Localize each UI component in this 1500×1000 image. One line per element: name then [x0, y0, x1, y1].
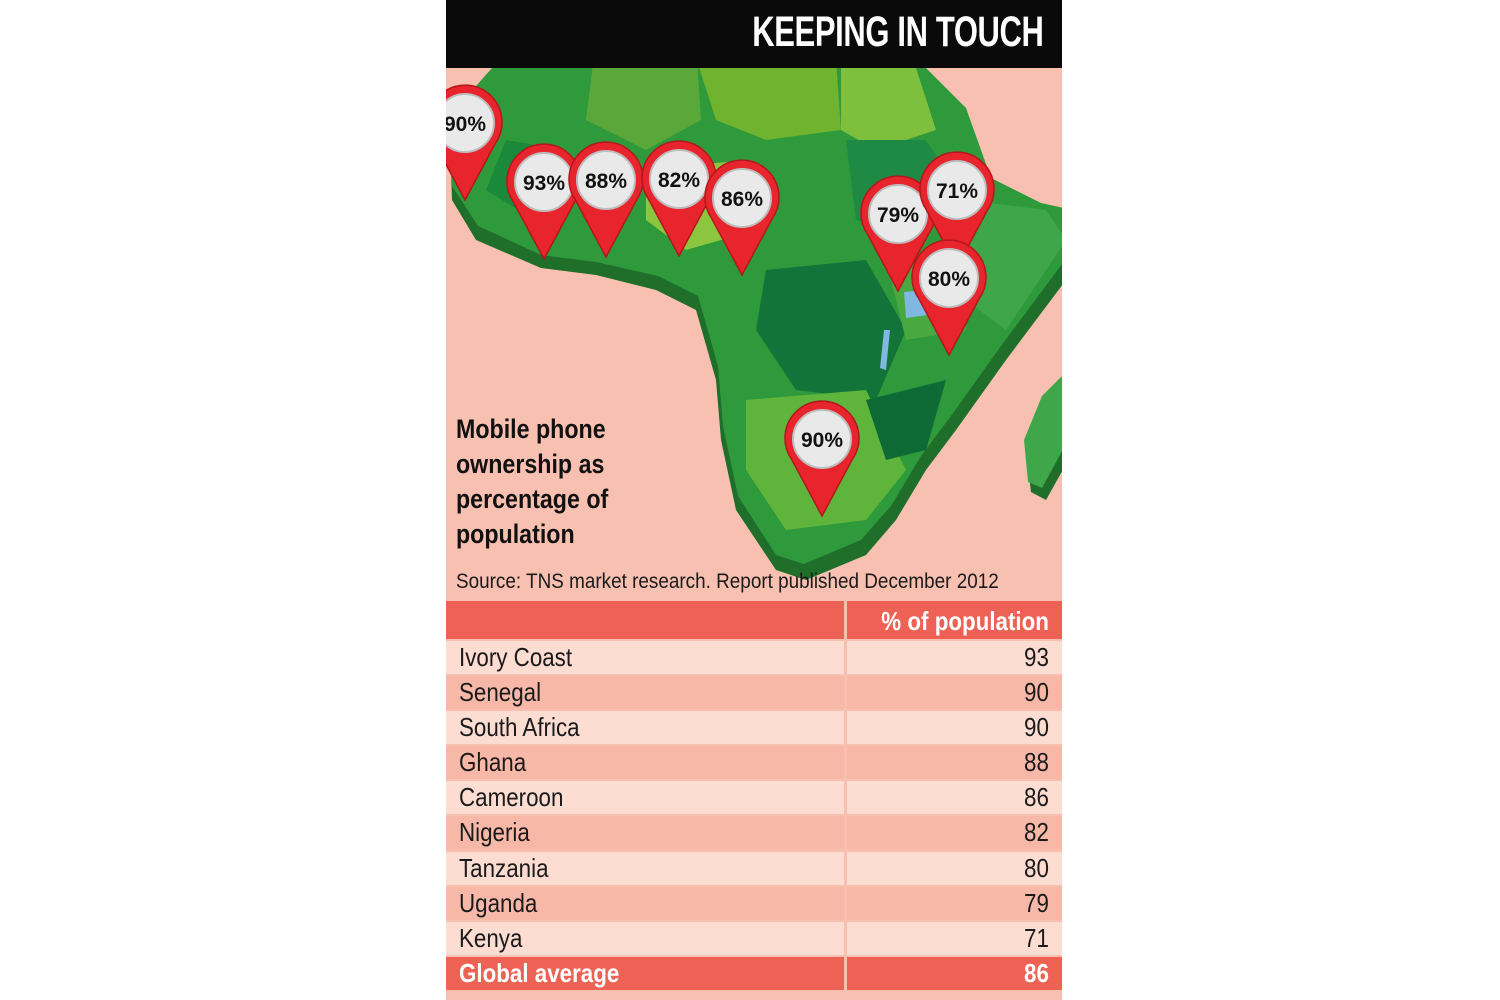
table-row: Uganda 79: [446, 886, 1062, 922]
population-percent: 90: [1024, 712, 1049, 743]
map-pin-marker: 71%: [919, 151, 995, 269]
country-cell: Ivory Coast: [446, 641, 844, 674]
map-pin-face: [446, 93, 495, 153]
table-row: Cameroon 86: [446, 781, 1062, 816]
table-body: Ivory Coast 93 Senegal 90 South Africa 90 Ghan…: [446, 641, 1062, 957]
country-cell: Tanzania: [446, 851, 844, 885]
map-pin-face: [792, 409, 852, 469]
table-row: Senegal 90: [446, 676, 1062, 711]
value-cell: 93: [847, 641, 1062, 674]
map-region: [866, 380, 946, 460]
map-pin-face: [576, 150, 636, 210]
country-name: Tanzania: [459, 852, 549, 883]
value-cell: 79: [847, 886, 1062, 920]
table-header-value: % of population: [847, 601, 1062, 639]
value-cell: 90: [847, 676, 1062, 710]
map-region: [696, 50, 841, 140]
country-cell: South Africa: [446, 711, 844, 745]
population-percent: 71: [1024, 922, 1049, 953]
source-note: Source: TNS market research. Report publ…: [456, 570, 999, 593]
page-title: KEEPING IN TOUCH: [752, 8, 1045, 56]
title-banner: KEEPING IN TOUCH: [446, 0, 1062, 68]
map-pin-marker: 90%: [446, 84, 503, 202]
value-cell: 71: [847, 921, 1062, 955]
data-table: % of population Ivory Coast 93 Senegal 90 So…: [446, 601, 1062, 992]
country-cell: Ghana: [446, 746, 844, 780]
country-name: Kenya: [459, 922, 523, 953]
map-pin-label: 71%: [936, 180, 978, 203]
population-percent: 90: [1024, 677, 1049, 708]
map-pin-marker: 86%: [704, 159, 780, 277]
map-pin-marker: 82%: [641, 140, 717, 258]
map-pin-label: 93%: [523, 172, 565, 195]
map-pin-label: 90%: [446, 113, 486, 136]
value-cell: 82: [847, 816, 1062, 850]
country-name: Uganda: [459, 887, 538, 918]
global-average-label: Global average: [459, 957, 620, 988]
population-percent: 82: [1024, 817, 1049, 848]
country-name: Ivory Coast: [459, 642, 573, 672]
global-average-value: 86: [1024, 957, 1049, 988]
table-row: Ivory Coast 93: [446, 641, 1062, 676]
table-row: Tanzania 80: [446, 851, 1062, 887]
madagascar: [1024, 376, 1062, 488]
map-pin-face: [868, 184, 928, 244]
country-cell: Nigeria: [446, 816, 844, 850]
map-pin-label: 90%: [801, 429, 843, 452]
table-footer-row: Global average 86: [446, 956, 1062, 992]
population-percent: 93: [1024, 642, 1049, 672]
map-pins: 90% 93% 88% 82% 86% 79% 71% 80% 90%: [446, 84, 995, 518]
map-pin-label: 82%: [658, 169, 700, 192]
map-pin-face: [927, 160, 987, 220]
map-pin-label: 79%: [877, 204, 919, 227]
column-header-label: % of population: [881, 606, 1049, 636]
population-percent: 86: [1024, 782, 1049, 813]
map-region: [841, 60, 936, 150]
table-row: South Africa 90: [446, 711, 1062, 746]
value-cell: 88: [847, 746, 1062, 780]
map-pin-marker: 80%: [911, 239, 987, 357]
map-pin-marker: 90%: [784, 400, 860, 518]
map-pin-face: [919, 248, 979, 308]
map-pin-label: 86%: [721, 188, 763, 211]
country-name: South Africa: [459, 712, 580, 743]
map-region: [966, 200, 1062, 330]
map-pin-marker: 79%: [860, 175, 936, 293]
global-average-value-cell: 86: [847, 956, 1062, 990]
population-percent: 80: [1024, 852, 1049, 883]
table-header-country: [446, 601, 844, 639]
map-pin-face: [712, 168, 772, 228]
global-average-label-cell: Global average: [446, 956, 844, 990]
country-name: Ghana: [459, 747, 527, 778]
country-cell: Kenya: [446, 921, 844, 955]
map-pin-marker: 93%: [506, 143, 582, 261]
country-cell: Uganda: [446, 886, 844, 920]
value-cell: 90: [847, 711, 1062, 745]
table-row: Ghana 88: [446, 746, 1062, 781]
table-header-row: % of population: [446, 601, 1062, 641]
lake: [880, 330, 890, 370]
value-cell: 86: [847, 781, 1062, 815]
country-cell: Cameroon: [446, 781, 844, 815]
population-percent: 79: [1024, 887, 1049, 918]
country-name: Cameroon: [459, 782, 564, 813]
table-row: Kenya 71: [446, 921, 1062, 957]
country-name: Nigeria: [459, 817, 530, 848]
infographic-panel: 90% 93% 88% 82% 86% 79% 71% 80% 90% KEEPING IN T…: [446, 0, 1062, 1000]
table-row: Nigeria 82: [446, 816, 1062, 851]
map-pin-label: 88%: [585, 170, 627, 193]
map-pin-face: [649, 149, 709, 209]
population-percent: 88: [1024, 747, 1049, 778]
country-cell: Senegal: [446, 676, 844, 710]
country-name: Senegal: [459, 677, 542, 708]
chart-subtitle: Mobile phone ownership as percentage of …: [456, 414, 609, 549]
map-region: [756, 260, 906, 400]
value-cell: 80: [847, 851, 1062, 885]
map-pin-label: 80%: [928, 268, 970, 291]
